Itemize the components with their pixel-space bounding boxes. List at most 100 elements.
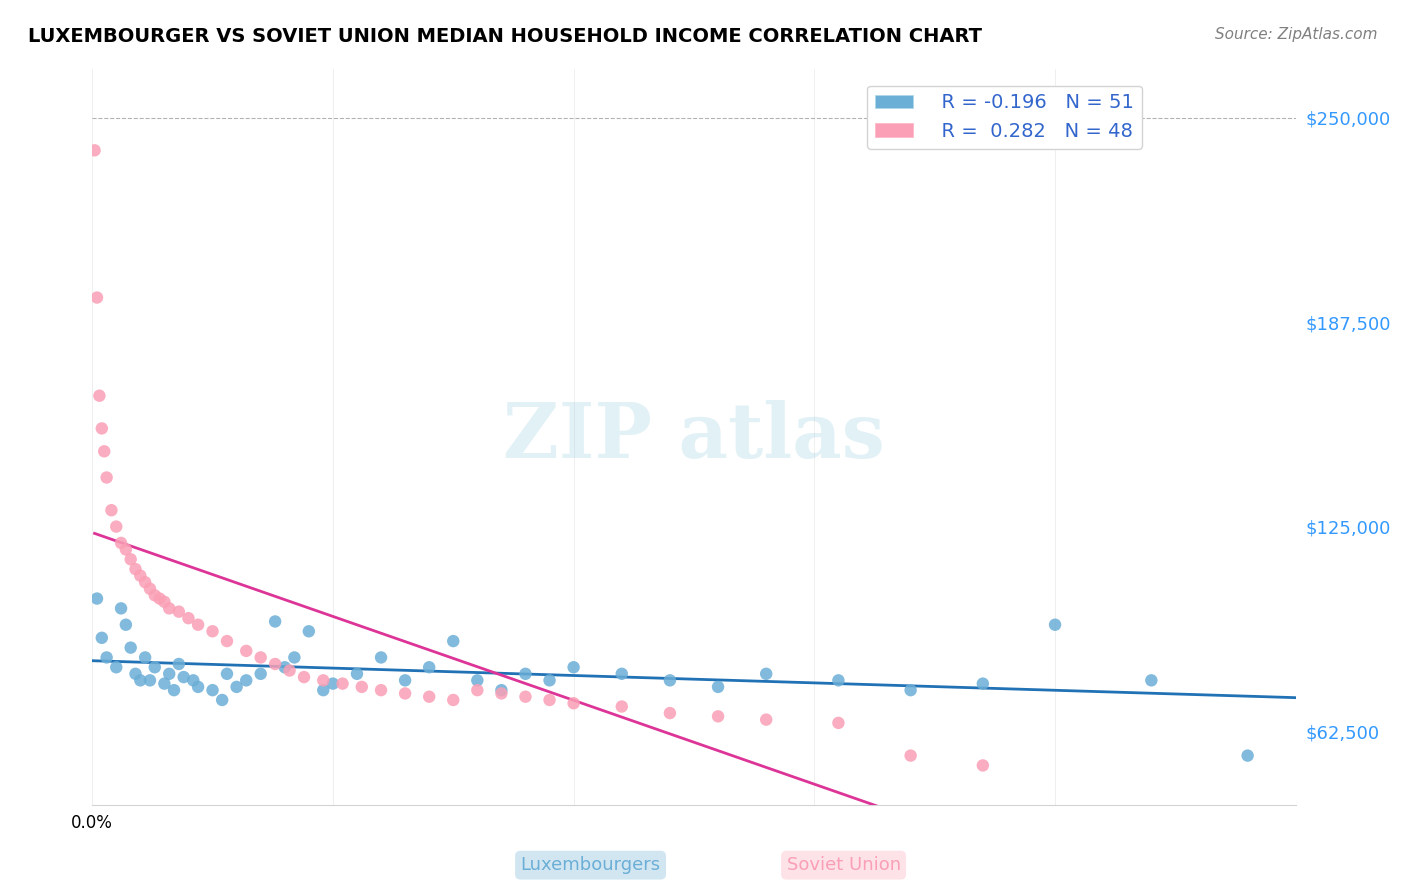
Point <box>124 562 146 576</box>
Point <box>129 568 152 582</box>
Point <box>153 595 176 609</box>
Point <box>658 706 681 720</box>
Point <box>86 591 108 606</box>
Point <box>201 624 224 639</box>
Point <box>96 650 118 665</box>
Point <box>972 758 994 772</box>
Point <box>418 660 440 674</box>
Point <box>465 683 488 698</box>
Point <box>370 683 392 698</box>
Point <box>148 591 170 606</box>
Point <box>441 634 464 648</box>
Text: Soviet Union: Soviet Union <box>786 856 901 874</box>
Point <box>298 624 321 639</box>
Point <box>105 660 128 674</box>
Point <box>115 542 138 557</box>
Point <box>322 676 344 690</box>
Point <box>707 680 730 694</box>
Point <box>538 673 561 688</box>
Point <box>90 421 112 435</box>
Point <box>562 696 585 710</box>
Text: LUXEMBOURGER VS SOVIET UNION MEDIAN HOUSEHOLD INCOME CORRELATION CHART: LUXEMBOURGER VS SOVIET UNION MEDIAN HOUS… <box>28 27 983 45</box>
Point <box>110 536 132 550</box>
Point <box>90 631 112 645</box>
Point <box>86 291 108 305</box>
Point <box>105 519 128 533</box>
Point <box>110 601 132 615</box>
Point <box>394 673 416 688</box>
Point <box>278 664 301 678</box>
Legend:   R = -0.196   N = 51,   R =  0.282   N = 48: R = -0.196 N = 51, R = 0.282 N = 48 <box>866 86 1142 149</box>
Point <box>755 713 778 727</box>
Point <box>187 617 209 632</box>
Point <box>187 680 209 694</box>
Point <box>235 644 257 658</box>
Point <box>143 660 166 674</box>
Point <box>312 683 335 698</box>
Point <box>610 699 633 714</box>
Point <box>394 686 416 700</box>
Point <box>972 676 994 690</box>
Point <box>332 676 354 690</box>
Point <box>515 690 537 704</box>
Point <box>274 660 297 674</box>
Point <box>249 650 271 665</box>
Text: Luxembourgers: Luxembourgers <box>520 856 661 874</box>
Point <box>707 709 730 723</box>
Point <box>1043 617 1066 632</box>
Point <box>235 673 257 688</box>
Point <box>153 676 176 690</box>
Point <box>157 601 180 615</box>
Point <box>491 683 513 698</box>
Point <box>346 666 368 681</box>
Point <box>264 615 287 629</box>
Point <box>134 650 156 665</box>
Point <box>441 693 464 707</box>
Point <box>418 690 440 704</box>
Point <box>167 605 190 619</box>
Point <box>93 444 115 458</box>
Point <box>157 666 180 681</box>
Point <box>115 617 138 632</box>
Point <box>83 144 105 158</box>
Point <box>143 588 166 602</box>
Point <box>610 666 633 681</box>
Point <box>120 640 142 655</box>
Point <box>658 673 681 688</box>
Point <box>120 552 142 566</box>
Point <box>312 673 335 688</box>
Point <box>124 666 146 681</box>
Point <box>249 666 271 681</box>
Point <box>1236 748 1258 763</box>
Point <box>177 611 200 625</box>
Text: Source: ZipAtlas.com: Source: ZipAtlas.com <box>1215 27 1378 42</box>
Point <box>134 575 156 590</box>
Point <box>96 470 118 484</box>
Point <box>538 693 561 707</box>
Point <box>283 650 305 665</box>
Point <box>225 680 247 694</box>
Point <box>1140 673 1163 688</box>
Point <box>173 670 195 684</box>
Point <box>100 503 122 517</box>
Point <box>163 683 186 698</box>
Point <box>167 657 190 671</box>
Point <box>139 582 162 596</box>
Point <box>201 683 224 698</box>
Point <box>139 673 162 688</box>
Point <box>900 683 922 698</box>
Text: ZIP atlas: ZIP atlas <box>503 400 884 474</box>
Point <box>129 673 152 688</box>
Point <box>211 693 233 707</box>
Point <box>350 680 373 694</box>
Point <box>827 673 849 688</box>
Point <box>465 673 488 688</box>
Point <box>562 660 585 674</box>
Point <box>215 666 238 681</box>
Point <box>89 389 111 403</box>
Point <box>215 634 238 648</box>
Point <box>292 670 315 684</box>
Point <box>755 666 778 681</box>
Point <box>827 715 849 730</box>
Point <box>370 650 392 665</box>
